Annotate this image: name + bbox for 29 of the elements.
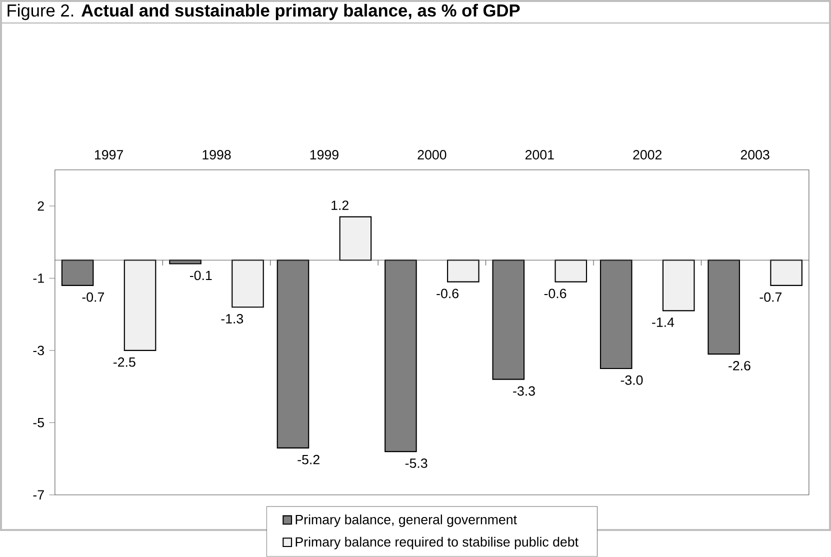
data-label: -2.6 bbox=[728, 361, 750, 371]
x-tick-label: 2002 bbox=[633, 150, 662, 160]
data-label: -0.7 bbox=[760, 292, 782, 302]
y-tick-label: -7 bbox=[33, 490, 44, 500]
data-label: -3.3 bbox=[513, 386, 535, 396]
data-label: -0.1 bbox=[190, 270, 212, 280]
data-label: -0.6 bbox=[544, 288, 566, 298]
x-tick-label: 1999 bbox=[310, 150, 338, 160]
y-tick-label: -5 bbox=[33, 418, 44, 428]
data-label: -5.3 bbox=[405, 458, 428, 468]
data-label: -1.4 bbox=[652, 318, 674, 327]
x-tick-label: 1997 bbox=[94, 150, 123, 160]
x-tick-label: 2001 bbox=[525, 150, 554, 160]
legend-label: Primary balance, general government bbox=[296, 514, 517, 528]
y-tick-label: -1 bbox=[33, 274, 44, 283]
legend-label: Primary balance required to stabilise public debt bbox=[296, 536, 578, 550]
data-label: -2.5 bbox=[114, 357, 136, 367]
data-label: 1.2 bbox=[332, 200, 348, 210]
data-label: -3.0 bbox=[620, 376, 643, 385]
data-label: -0.6 bbox=[436, 288, 458, 298]
chart-title: Figure 2. Actual and sustainable primary balance, as % of GDP bbox=[8, 4, 520, 20]
data-label: -0.7 bbox=[82, 292, 104, 302]
x-tick-label: 2000 bbox=[418, 150, 446, 160]
data-label: -5.2 bbox=[298, 454, 320, 464]
y-tick-label: 2 bbox=[38, 201, 44, 211]
data-label: -1.3 bbox=[221, 314, 244, 324]
x-tick-label: 1998 bbox=[202, 150, 231, 160]
x-tick-label: 2003 bbox=[740, 150, 770, 160]
y-tick-label: -3 bbox=[33, 346, 44, 356]
